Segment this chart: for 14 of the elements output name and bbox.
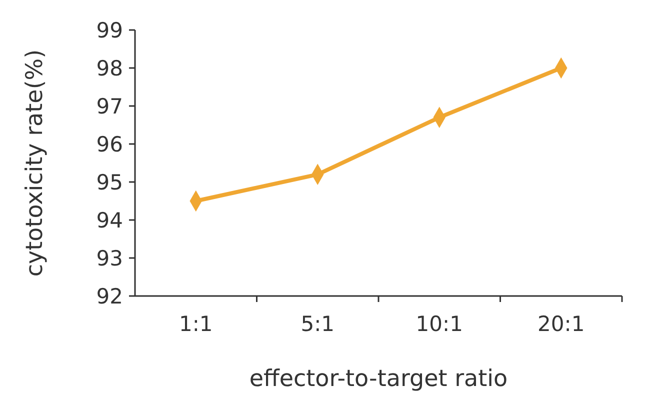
y-tick-label: 96 [96,132,123,156]
y-axis-title: cytotoxicity rate(%) [22,49,48,277]
x-tick-label: 5:1 [300,312,335,336]
y-tick-label: 92 [96,284,123,308]
y-tick-label: 99 [96,18,123,42]
x-tick-label: 20:1 [538,312,585,336]
y-tick-label: 95 [96,170,123,194]
y-tick-label: 93 [96,246,123,270]
x-tick-label: 1:1 [178,312,213,336]
x-axis-title: effector-to-target ratio [249,366,508,392]
y-tick-label: 97 [96,94,123,118]
x-tick-label: 10:1 [416,312,463,336]
y-tick-label: 94 [96,208,123,232]
y-tick-label: 98 [96,56,123,80]
